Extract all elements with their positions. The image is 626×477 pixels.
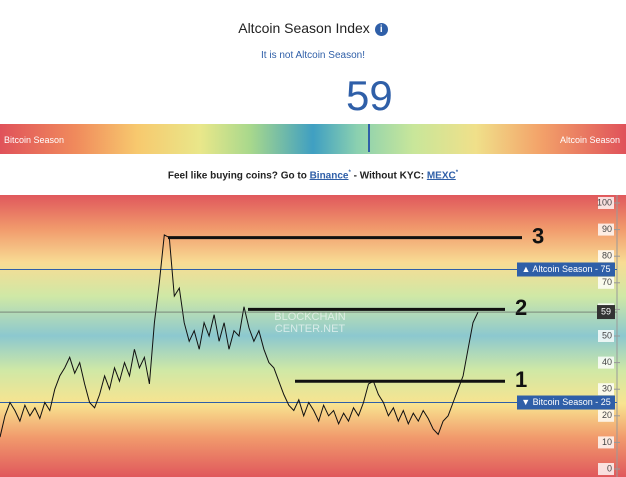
reference-label: ▲ Altcoin Season - 75 — [522, 264, 611, 274]
tick-bg — [598, 196, 614, 209]
gauge-right-label: Altcoin Season — [559, 135, 620, 145]
chart: BLOCKCHAIN CENTER.NET 010203040506070809… — [0, 195, 626, 477]
tick-bg — [598, 409, 614, 422]
promo: Feel like buying coins? Go to Binance* -… — [0, 170, 626, 181]
y-tick-label: 20 — [602, 410, 612, 420]
y-tick-label: 100 — [597, 197, 612, 207]
tick-bg — [598, 383, 614, 396]
tick-bg — [598, 436, 614, 449]
annotation-label: 3 — [532, 223, 544, 248]
tick-bg — [598, 223, 614, 236]
reference-label-bg — [517, 262, 615, 277]
y-tick-label: 90 — [602, 224, 612, 234]
asterisk: * — [348, 170, 351, 176]
gauge-value: 59 — [345, 72, 393, 119]
info-icon[interactable]: i — [374, 23, 388, 36]
gauge-left-label: Bitcoin Season — [4, 135, 65, 145]
tick-bg — [598, 330, 614, 342]
promo-text: - Without KYC: — [353, 170, 425, 182]
gauge-bar: Bitcoin Season Altcoin Season — [0, 124, 626, 154]
link[interactable]: MEXC — [426, 170, 456, 182]
tick-bg — [598, 250, 614, 263]
y-tick-label: 80 — [602, 251, 612, 261]
watermark: CENTER.NET — [275, 323, 346, 335]
annotation-label: 2 — [515, 295, 527, 320]
asterisk: * — [455, 170, 459, 176]
watermark: BLOCKCHAIN — [274, 311, 346, 323]
title-row: Altcoin Season Index i — [0, 20, 626, 36]
promo-text: Feel like buying coins? Go to — [167, 170, 307, 182]
series-line — [0, 234, 479, 438]
y-tick-label: 40 — [602, 357, 612, 367]
gauge-pointer — [368, 124, 371, 152]
title: Altcoin Season Index — [238, 20, 370, 36]
tick-bg — [598, 463, 614, 476]
tick-bg — [598, 356, 614, 369]
y-tick-label: 0 — [607, 463, 612, 473]
tick-bg — [598, 276, 614, 289]
y-tick-label: 30 — [602, 384, 612, 394]
reference-label-bg — [517, 395, 615, 410]
link[interactable]: Binance — [309, 170, 349, 182]
reference-label: ▼ Bitcoin Season - 25 — [521, 397, 610, 407]
last-value-label: 59 — [601, 306, 611, 316]
y-tick-label: 70 — [602, 277, 612, 287]
y-tick-label: 50 — [602, 330, 612, 340]
chart-background — [0, 195, 626, 477]
subtitle: It is not Altcoin Season! — [261, 50, 365, 61]
y-tick-label: 10 — [602, 437, 612, 447]
annotation-label: 1 — [515, 367, 527, 392]
last-value-bg — [597, 305, 615, 320]
